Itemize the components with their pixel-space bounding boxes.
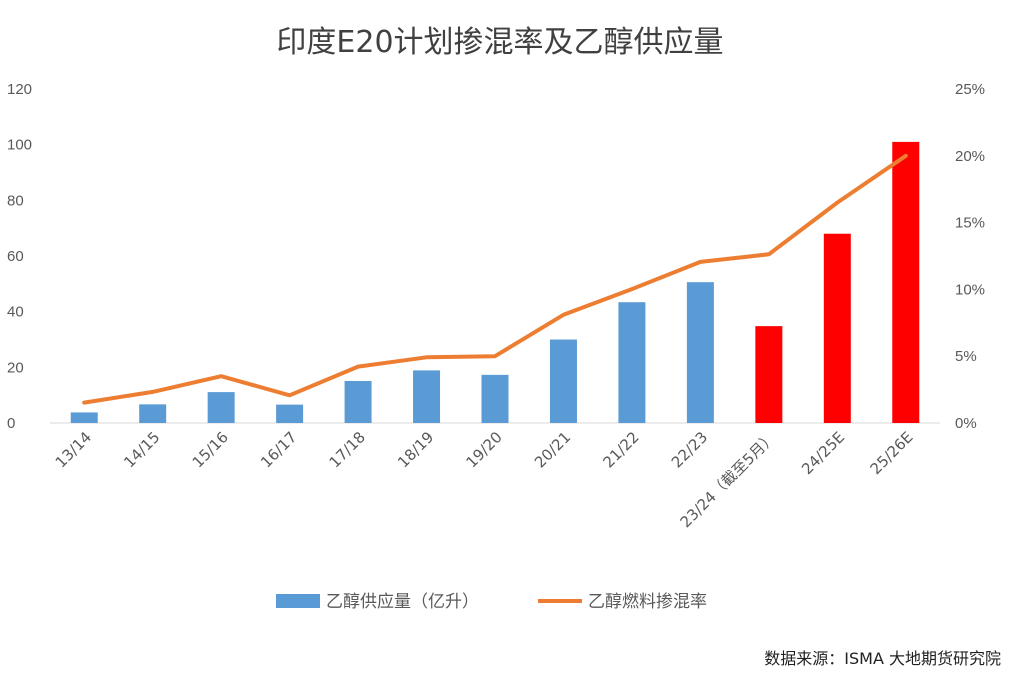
bar: [70, 412, 98, 423]
line-point: [83, 402, 85, 404]
x-axis-ticks: 13/14 14/15 15/16 16/17 17/18 18/19 19/20 20/21…: [52, 428, 917, 531]
line-point: [562, 314, 564, 316]
blend-rate-line: [82, 153, 908, 405]
bar-series: [70, 141, 920, 423]
left-tick-label: 60: [7, 248, 24, 265]
line-point: [631, 288, 633, 290]
line-point: [494, 355, 496, 357]
left-tick-label: 40: [7, 304, 24, 321]
bar: [755, 326, 783, 423]
x-tick-label: 14/15: [120, 428, 163, 471]
right-tick-label: 20%: [955, 148, 985, 165]
line-point: [905, 155, 907, 157]
bar: [139, 404, 167, 423]
left-axis: 0 20 40 60 80 100 120: [7, 81, 32, 432]
x-tick-label: 21/22: [599, 428, 642, 471]
source-note: 数据来源：ISMA 大地期货研究院: [764, 649, 1001, 668]
left-tick-label: 100: [7, 137, 32, 154]
right-tick-label: 25%: [955, 81, 985, 98]
line-point: [152, 391, 154, 393]
x-tick-label: 25/26E: [867, 428, 917, 478]
bar: [481, 374, 509, 423]
line-point: [836, 202, 838, 204]
bar: [207, 392, 235, 423]
x-tick-label: 18/19: [394, 428, 437, 471]
line-point: [357, 366, 359, 368]
left-tick-label: 20: [7, 359, 24, 376]
right-tick-label: 10%: [955, 281, 985, 298]
x-tick-label: 22/23: [668, 428, 711, 471]
right-tick-label: 0%: [955, 415, 977, 432]
x-tick-label: 15/16: [189, 428, 232, 471]
chart-title: 印度E20计划掺混率及乙醇供应量: [276, 25, 723, 60]
legend-line-label: 乙醇燃料掺混率: [588, 592, 707, 612]
legend-bar-label: 乙醇供应量（亿升）: [326, 592, 479, 612]
right-tick-label: 15%: [955, 215, 985, 232]
legend-bar-swatch: [276, 594, 320, 608]
bar: [823, 233, 851, 423]
x-tick-label: 19/20: [463, 428, 506, 471]
x-tick-label: 17/18: [326, 428, 369, 471]
line-point: [768, 253, 770, 255]
x-tick-label: 24/25E: [798, 428, 848, 478]
line-series: [82, 153, 908, 405]
left-tick-label: 80: [7, 192, 24, 209]
x-tick-label: 13/14: [52, 428, 95, 471]
bar: [892, 141, 920, 423]
legend: 乙醇供应量（亿升） 乙醇燃料掺混率: [276, 592, 707, 612]
bar: [276, 404, 304, 423]
bar: [618, 302, 646, 423]
line-point: [426, 356, 428, 358]
x-tick-label: 16/17: [257, 428, 300, 471]
bar: [549, 339, 577, 423]
line-point: [220, 375, 222, 377]
left-tick-label: 0: [7, 415, 15, 432]
bar: [686, 282, 714, 423]
line-point: [289, 394, 291, 396]
line-point: [699, 261, 701, 263]
right-axis: 0% 5% 10% 15% 20% 25%: [955, 81, 985, 432]
right-tick-label: 5%: [955, 348, 977, 365]
left-tick-label: 120: [7, 81, 32, 98]
bar: [413, 370, 441, 423]
bar: [344, 380, 372, 423]
x-tick-label: 20/21: [531, 428, 574, 471]
